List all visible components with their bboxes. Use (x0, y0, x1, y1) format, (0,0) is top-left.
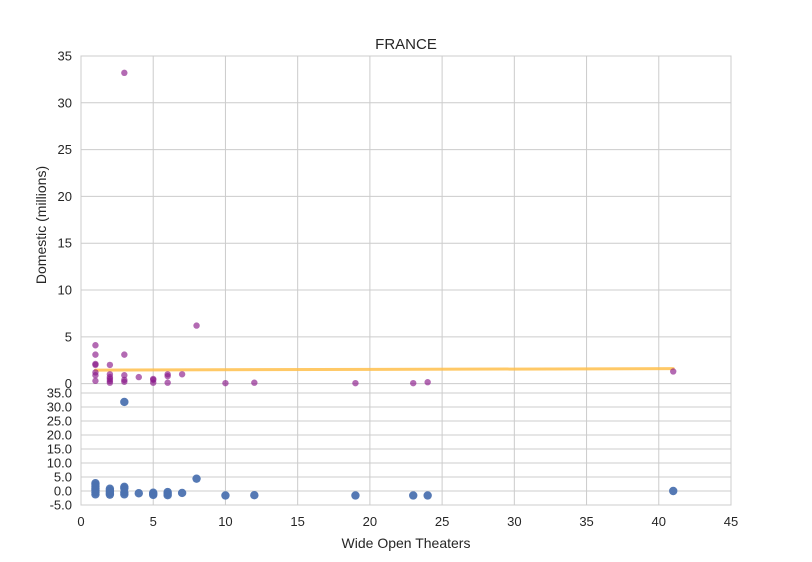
top-data-point (670, 368, 677, 375)
bottom-data-point (192, 474, 201, 483)
bottom-x-tick-label: 30 (507, 514, 521, 529)
top-data-point (424, 379, 431, 386)
top-data-point (164, 379, 171, 386)
top-y-tick-label: 10 (58, 283, 72, 298)
bottom-x-tick-label: 35 (579, 514, 593, 529)
top-y-tick-label: 30 (58, 95, 72, 110)
top-y-tick-label: 35 (58, 49, 72, 64)
top-y-tick-label: 25 (58, 142, 72, 157)
top-data-point (222, 379, 229, 387)
bottom-data-point (120, 397, 129, 407)
bottom-data-point (163, 491, 172, 500)
bottom-x-tick-label: 15 (290, 514, 304, 529)
top-data-point (106, 361, 114, 369)
bottom-x-tick-label: 0 (77, 514, 84, 529)
bottom-y-tick-label: 5.0 (54, 470, 72, 485)
bottom-data-point (149, 490, 158, 500)
bottom-y-tick-label: 0.0 (54, 484, 72, 499)
bottom-data-point (409, 491, 418, 500)
bottom-x-tick-label: 20 (363, 514, 377, 529)
bottom-x-tick-label: 5 (150, 514, 157, 529)
bottom-data-point (134, 489, 143, 498)
bottom-x-tick-label: 45 (724, 514, 738, 529)
top-data-point (121, 372, 128, 379)
bottom-y-tick-label: 30.0 (47, 400, 72, 415)
top-y-tick-label: 5 (65, 329, 72, 344)
bottom-data-point (250, 491, 259, 500)
bottom-data-point (91, 490, 100, 499)
bottom-y-tick-label: 15.0 (47, 442, 72, 457)
top-scatter-panel: 35 30 25 20 15 10 5 0 (58, 49, 732, 394)
top-plot-frame (80, 55, 732, 394)
bottom-y-tick-label: 10.0 (47, 456, 72, 471)
top-data-point (178, 371, 186, 378)
bottom-scatter-panel: 35.030.025.020.015.010.05.00.0-5.0 0 5 10 15… (47, 386, 739, 530)
top-data-point (92, 361, 99, 369)
bottom-x-tick-label: 40 (652, 514, 666, 529)
top-y-tick-label: 20 (58, 189, 72, 204)
top-data-point (150, 379, 157, 386)
bottom-x-tick-label: 25 (435, 514, 449, 529)
top-data-point (92, 372, 99, 379)
top-data-point (92, 377, 99, 385)
bottom-data-point (221, 491, 230, 500)
bottom-data-point (423, 491, 432, 500)
bottom-data-point (351, 491, 360, 500)
bottom-plot-frame (80, 392, 732, 506)
top-data-point (92, 351, 99, 358)
top-data-point (193, 322, 200, 329)
top-data-point (251, 379, 258, 386)
top-data-point (164, 372, 171, 380)
top-data-point (92, 342, 99, 349)
top-data-point (121, 378, 128, 385)
bottom-y-tick-label: 20.0 (47, 428, 72, 443)
bottom-y-tick-label: 25.0 (47, 414, 72, 429)
top-data-point (106, 379, 114, 386)
top-trend-line (93, 367, 675, 372)
bottom-x-tick-label: 10 (218, 514, 232, 529)
top-y-tick-label: 15 (58, 236, 72, 251)
bottom-data-point (177, 488, 187, 498)
top-data-point (135, 373, 142, 381)
top-data-point (121, 69, 128, 77)
bottom-y-tick-label: 35.0 (47, 386, 72, 401)
bottom-data-point (669, 486, 678, 496)
top-data-point (352, 379, 359, 387)
top-data-point (410, 379, 417, 387)
top-y-tick-label: 0 (65, 376, 72, 391)
bottom-data-point (120, 490, 129, 499)
bottom-data-point (105, 490, 115, 499)
x-axis-label: Wide Open Theaters (342, 535, 471, 551)
top-data-point (121, 351, 128, 358)
y-axis-label: Domestic (millions) (33, 166, 49, 284)
bottom-y-tick-label: -5.0 (50, 498, 72, 513)
chart-title: FRANCE (375, 36, 437, 53)
